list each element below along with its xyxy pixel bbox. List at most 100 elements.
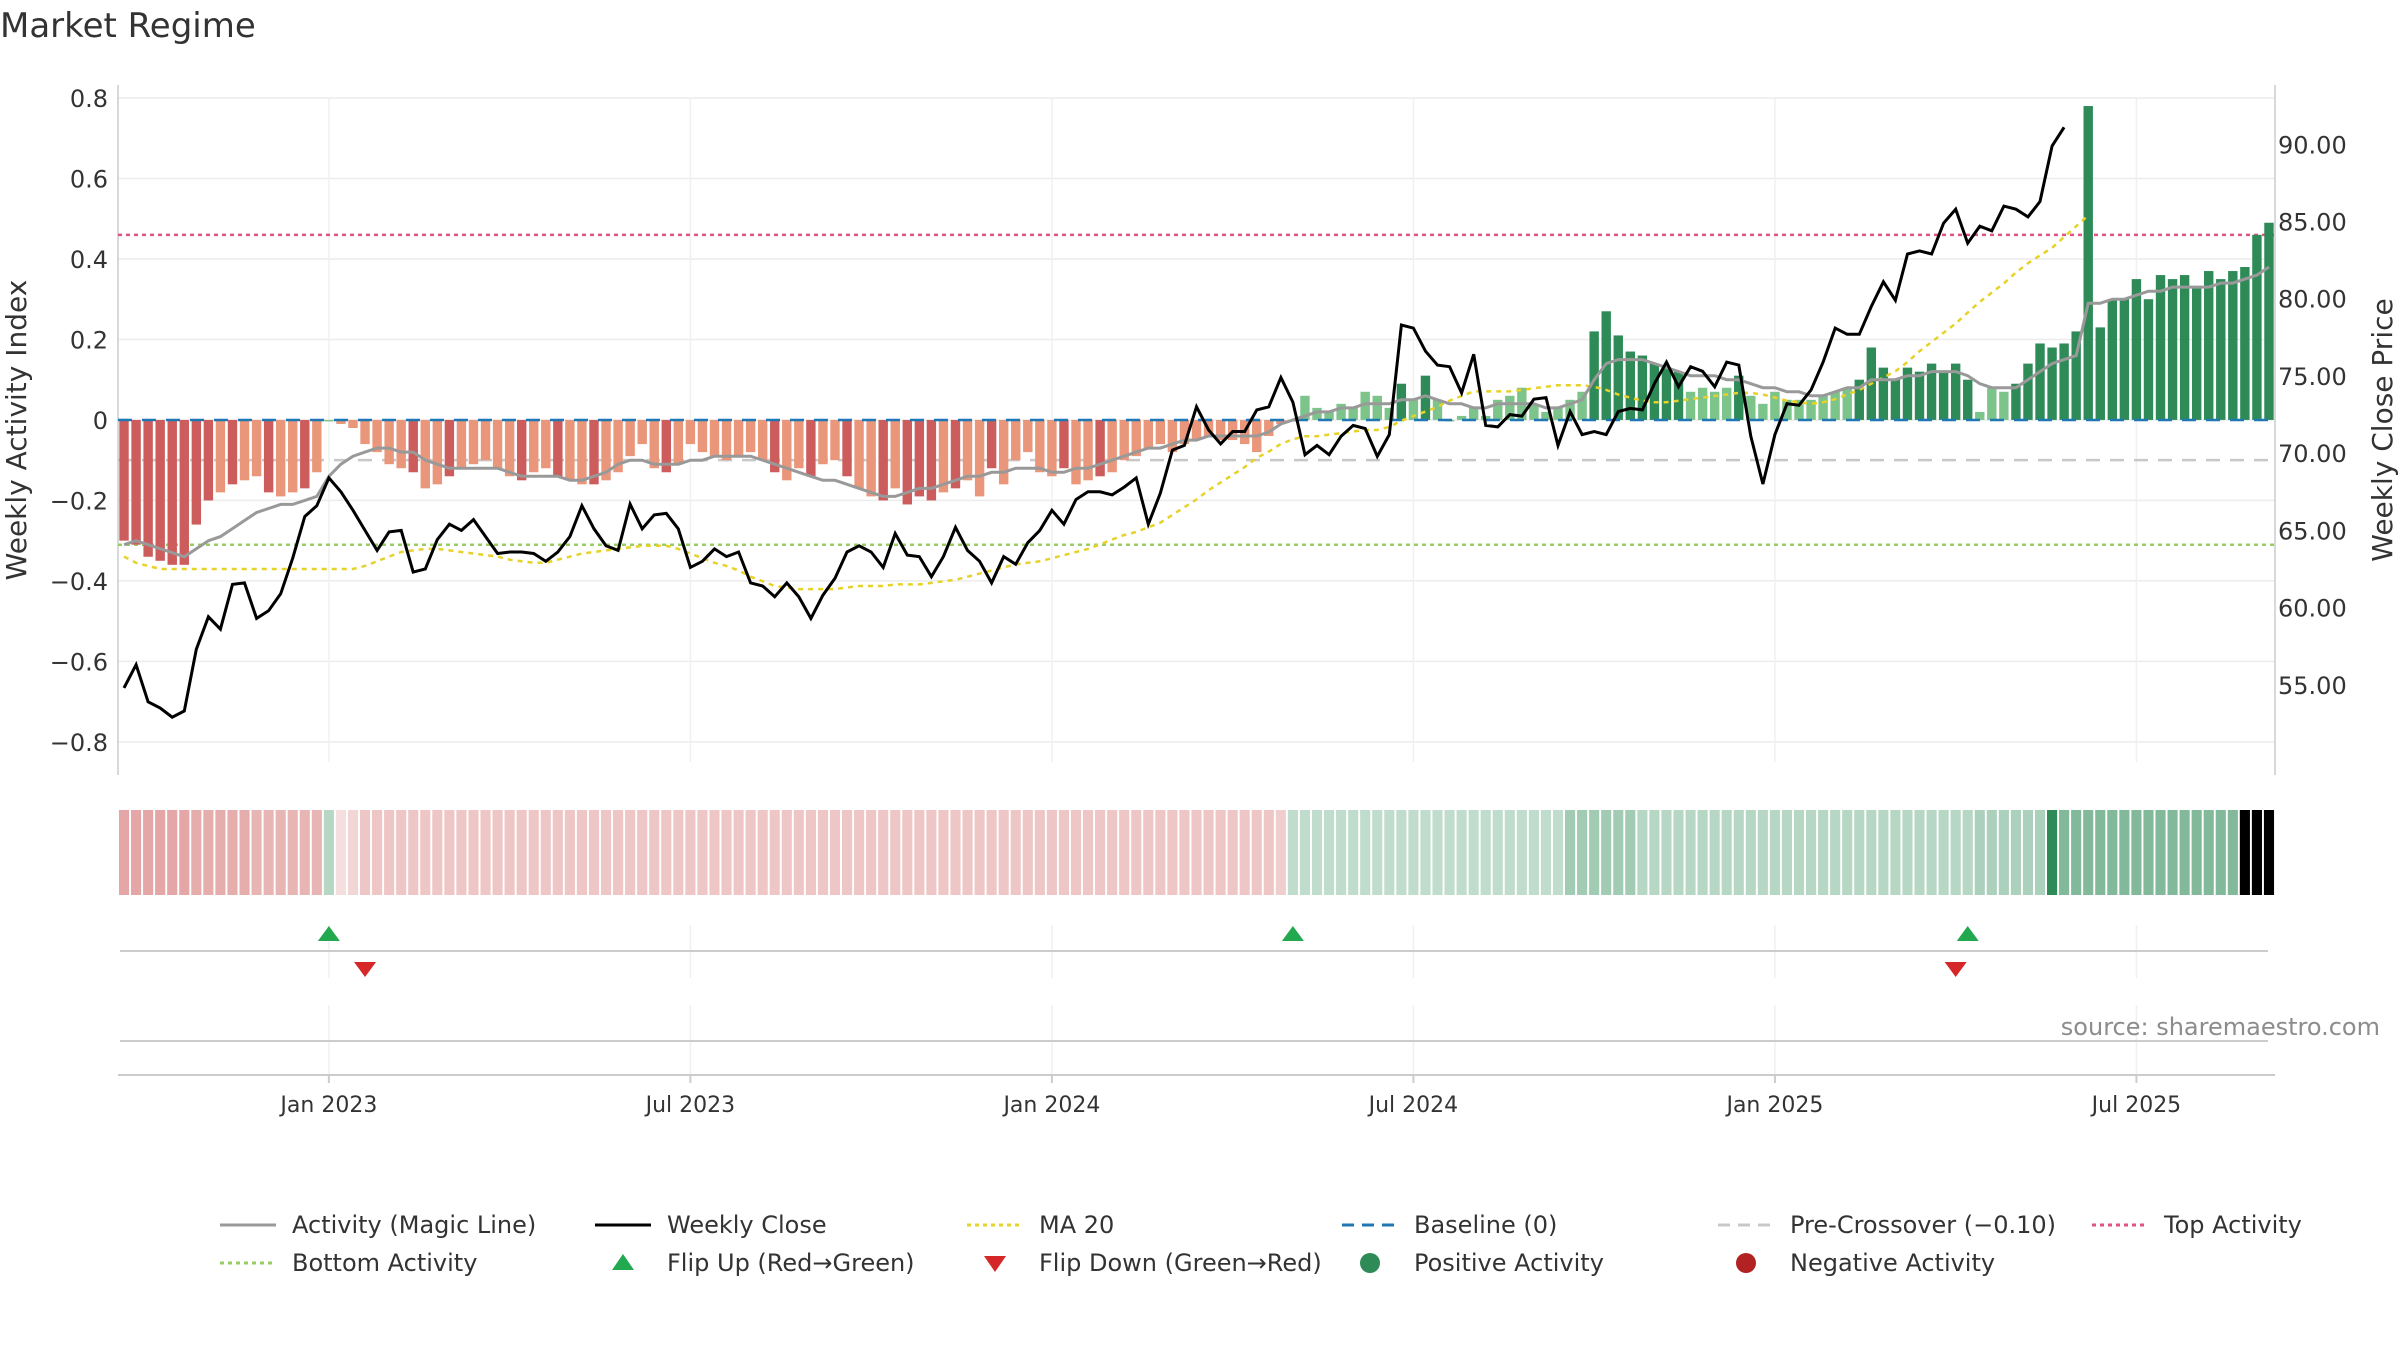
regime-cell xyxy=(396,810,407,895)
regime-cell xyxy=(2034,810,2046,895)
regime-cell xyxy=(1323,810,1335,895)
regime-cell xyxy=(1974,810,1985,895)
y-tick-label: −0.8 xyxy=(50,729,108,757)
regime-cell xyxy=(1444,810,1455,895)
regime-cell xyxy=(1287,810,1298,895)
activity-bar xyxy=(1505,395,1515,420)
regime-cell xyxy=(1336,810,1347,895)
legend-swatch xyxy=(1360,1253,1380,1273)
regime-cell xyxy=(2059,810,2070,895)
x-tick-label: Jul 2024 xyxy=(1367,1093,1459,1118)
activity-bar xyxy=(2131,279,2142,420)
regime-cell xyxy=(1673,810,1684,895)
regime-cell xyxy=(2143,810,2154,895)
regime-cell xyxy=(359,810,371,895)
activity-bar xyxy=(348,419,358,428)
activity-bar xyxy=(1167,419,1178,453)
y2-tick-label: 65.00 xyxy=(2278,517,2347,545)
legend-label: Bottom Activity xyxy=(292,1249,477,1277)
activity-bar xyxy=(1926,363,1937,420)
regime-cell xyxy=(709,810,720,895)
regime-cell xyxy=(203,810,214,895)
regime-cell xyxy=(1372,810,1383,895)
ma20-line xyxy=(123,214,2090,591)
regime-cell xyxy=(1938,810,1949,895)
activity-bar xyxy=(794,419,804,469)
regime-cell xyxy=(1275,810,1286,895)
regime-cell xyxy=(2239,810,2250,895)
flip-down-marker xyxy=(1944,962,1967,977)
activity-bar xyxy=(143,419,153,557)
regime-cell xyxy=(456,810,467,895)
regime-cell xyxy=(1420,810,1431,895)
activity-bar xyxy=(1143,419,1153,449)
regime-cell xyxy=(1902,810,1913,895)
legend-label: Weekly Close xyxy=(667,1211,827,1239)
activity-bar xyxy=(2191,287,2202,420)
y-tick-label: 0.6 xyxy=(70,165,108,193)
regime-cell xyxy=(2047,810,2058,895)
regime-cell xyxy=(263,810,274,895)
regime-cell xyxy=(1131,810,1142,895)
regime-cell xyxy=(408,810,419,895)
regime-cell xyxy=(685,810,696,895)
activity-bar xyxy=(1264,419,1274,437)
regime-cell xyxy=(1733,810,1744,895)
activity-bar xyxy=(2011,383,2021,420)
activity-bar xyxy=(239,419,250,481)
legend-item: Flip Down (Green→Red) xyxy=(984,1249,1322,1277)
activity-bar xyxy=(770,419,780,473)
activity-bar xyxy=(2143,299,2154,420)
regime-cell xyxy=(1769,810,1780,895)
activity-bar xyxy=(2047,347,2057,420)
activity-bar xyxy=(2083,106,2093,420)
regime-cell xyxy=(1781,810,1793,895)
legend-label: Activity (Magic Line) xyxy=(292,1211,536,1239)
activity-bar xyxy=(420,419,430,489)
regime-cell xyxy=(155,810,166,895)
activity-bar xyxy=(1408,399,1419,420)
regime-cell xyxy=(829,810,841,895)
activity-bar xyxy=(1613,335,1623,420)
legend-label: Flip Down (Green→Red) xyxy=(1039,1249,1322,1277)
activity-bar xyxy=(1842,387,1852,420)
y-axis-title: Weekly Activity Index xyxy=(0,280,33,581)
activity-bar xyxy=(167,419,177,565)
activity-bar xyxy=(1553,407,1563,420)
activity-bar xyxy=(577,419,587,485)
regime-cell xyxy=(179,810,190,895)
activity-bar xyxy=(1782,399,1792,420)
regime-cell xyxy=(1058,810,1070,895)
regime-cell xyxy=(1095,810,1106,895)
activity-bar xyxy=(2252,234,2262,420)
activity-bar xyxy=(1047,419,1057,477)
activity-bar xyxy=(444,419,455,477)
activity-bar xyxy=(1396,383,1407,420)
legend-label: Top Activity xyxy=(2163,1211,2302,1239)
regime-cell xyxy=(926,810,937,895)
x-tick-label: Jul 2023 xyxy=(644,1093,736,1118)
activity-bar xyxy=(553,419,563,477)
activity-bar xyxy=(2071,331,2081,420)
activity-bar xyxy=(1011,419,1021,461)
regime-cell xyxy=(1396,810,1407,895)
activity-bar xyxy=(1685,391,1696,420)
regime-cell xyxy=(1986,810,1997,895)
regime-cell xyxy=(1709,810,1720,895)
activity-bar xyxy=(1975,411,1985,420)
activity-bar xyxy=(432,419,443,485)
regime-cell xyxy=(974,810,985,895)
activity-bar xyxy=(1071,419,1081,485)
regime-cell xyxy=(1480,810,1491,895)
regime-cell xyxy=(2227,810,2238,895)
activity-bar xyxy=(565,419,575,481)
regime-cell xyxy=(1263,810,1274,895)
regime-cell xyxy=(2263,810,2275,895)
regime-cell xyxy=(2155,810,2166,895)
regime-cell xyxy=(1564,810,1576,895)
activity-bar xyxy=(1432,399,1443,420)
activity-bar xyxy=(613,419,623,473)
activity-bar xyxy=(179,419,189,565)
regime-cell xyxy=(1504,810,1515,895)
regime-cell xyxy=(384,810,395,895)
